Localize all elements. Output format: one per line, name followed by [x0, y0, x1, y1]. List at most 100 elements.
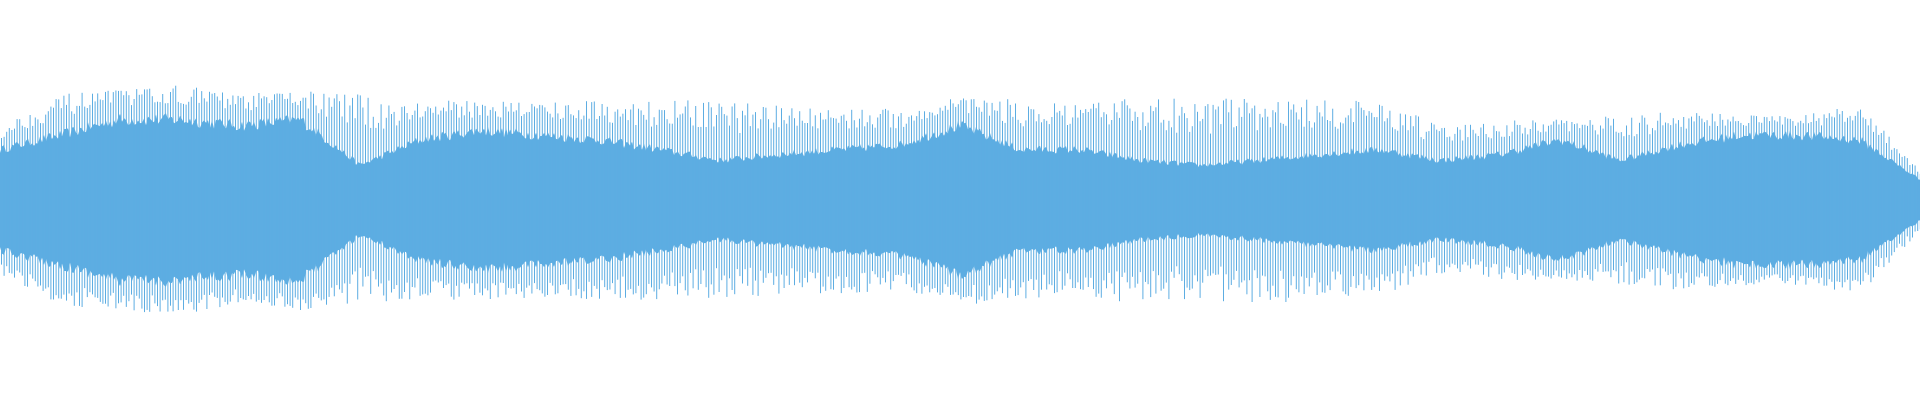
- waveform-bar: [245, 108, 247, 300]
- waveform-bar: [136, 89, 138, 296]
- waveform-bar: [440, 110, 442, 282]
- waveform-bar: [138, 94, 140, 299]
- waveform-bar: [297, 105, 299, 300]
- waveform-bar: [1225, 98, 1227, 275]
- waveform-bar: [149, 88, 151, 312]
- waveform-bar: [1893, 148, 1895, 253]
- waveform-bar: [1301, 107, 1302, 277]
- waveform-bar: [924, 111, 925, 287]
- waveform-bar: [1132, 120, 1133, 277]
- waveform-bar: [1805, 115, 1807, 285]
- waveform-bar: [227, 98, 229, 305]
- waveform-bar: [1173, 98, 1175, 278]
- waveform-bar: [643, 114, 645, 298]
- waveform-bar: [1137, 117, 1139, 284]
- waveform-bar: [333, 98, 335, 297]
- waveform-bar: [814, 115, 816, 279]
- waveform-bar: [151, 96, 153, 296]
- waveform-bar: [1087, 112, 1089, 287]
- waveform-bar: [1503, 136, 1505, 273]
- waveform-bar: [1438, 131, 1440, 266]
- waveform-bar: [502, 101, 504, 283]
- waveform-bar: [97, 93, 99, 298]
- waveform-bar: [848, 128, 850, 288]
- waveform-bar: [1906, 158, 1908, 237]
- waveform-bar: [167, 103, 169, 312]
- waveform-bar: [40, 123, 41, 286]
- waveform-bar: [1210, 133, 1211, 276]
- waveform-bar: [794, 118, 795, 286]
- waveform-bar: [466, 101, 468, 284]
- waveform-bar: [414, 110, 416, 288]
- waveform-bar: [1519, 125, 1521, 265]
- waveform-bar: [739, 133, 741, 277]
- waveform-bar: [448, 100, 450, 284]
- waveform-bar: [661, 110, 663, 284]
- waveform-bar: [1428, 131, 1430, 262]
- waveform-bar: [1678, 120, 1679, 274]
- waveform-bar: [193, 89, 195, 310]
- waveform-bar: [983, 100, 985, 301]
- waveform-bar: [94, 101, 96, 298]
- waveform-bar: [627, 120, 629, 290]
- waveform-bar: [1433, 124, 1435, 258]
- waveform-bar: [552, 117, 554, 286]
- waveform-bar: [1550, 124, 1552, 279]
- waveform-bar: [1051, 117, 1053, 286]
- waveform-bar: [1212, 104, 1214, 274]
- waveform-bar: [1020, 123, 1022, 288]
- waveform-bar: [687, 100, 689, 296]
- waveform-bar: [170, 92, 171, 306]
- waveform-bar: [1155, 107, 1157, 294]
- waveform-bar: [575, 118, 577, 296]
- waveform-bar: [528, 112, 530, 286]
- waveform-bar: [1444, 127, 1445, 273]
- waveform-bar: [991, 102, 993, 300]
- waveform-bar: [1613, 118, 1614, 271]
- waveform-bar: [164, 103, 166, 300]
- waveform-bar: [1077, 117, 1079, 283]
- waveform-bar: [882, 109, 884, 278]
- waveform-bar: [843, 114, 845, 288]
- waveform-bar: [1394, 129, 1396, 290]
- waveform-bar: [807, 123, 808, 283]
- waveform-bar: [1181, 106, 1183, 282]
- waveform-bar: [1717, 126, 1718, 284]
- waveform-bar: [770, 128, 772, 273]
- waveform-bar: [775, 105, 777, 277]
- waveform-bar: [869, 115, 871, 284]
- waveform-bar: [1587, 125, 1588, 276]
- waveform-bar: [240, 97, 242, 299]
- waveform-bar: [417, 103, 418, 279]
- waveform-bar: [1337, 128, 1339, 272]
- waveform-bar: [1649, 134, 1651, 272]
- waveform-bar: [885, 108, 886, 283]
- waveform-bar: [1035, 121, 1037, 280]
- waveform-bar: [1043, 119, 1045, 275]
- waveform-bar: [778, 127, 780, 294]
- waveform-bar: [120, 90, 122, 303]
- waveform-bar: [1100, 117, 1102, 298]
- waveform-bar: [1498, 131, 1500, 275]
- waveform-bar: [1553, 121, 1555, 276]
- waveform-bar: [1267, 116, 1269, 292]
- waveform-bar: [996, 110, 998, 292]
- waveform-bar: [1402, 125, 1404, 274]
- waveform-bar: [456, 104, 457, 286]
- waveform-bar: [734, 103, 736, 295]
- waveform-bar: [1116, 112, 1118, 272]
- waveform-bar: [692, 125, 694, 289]
- waveform-bar: [1808, 123, 1809, 278]
- waveform-bar: [505, 106, 507, 295]
- waveform-bar: [645, 119, 647, 295]
- waveform-bar: [705, 127, 707, 288]
- waveform-bar: [1782, 124, 1783, 281]
- waveform-bar: [1571, 122, 1573, 278]
- waveform-bar: [1033, 109, 1035, 291]
- waveform-bar: [1839, 114, 1841, 282]
- waveform-bar: [630, 109, 632, 289]
- waveform-bar: [523, 114, 525, 298]
- waveform-bar: [1477, 136, 1479, 265]
- waveform-bar: [1730, 121, 1731, 281]
- waveform-bar: [1532, 120, 1534, 276]
